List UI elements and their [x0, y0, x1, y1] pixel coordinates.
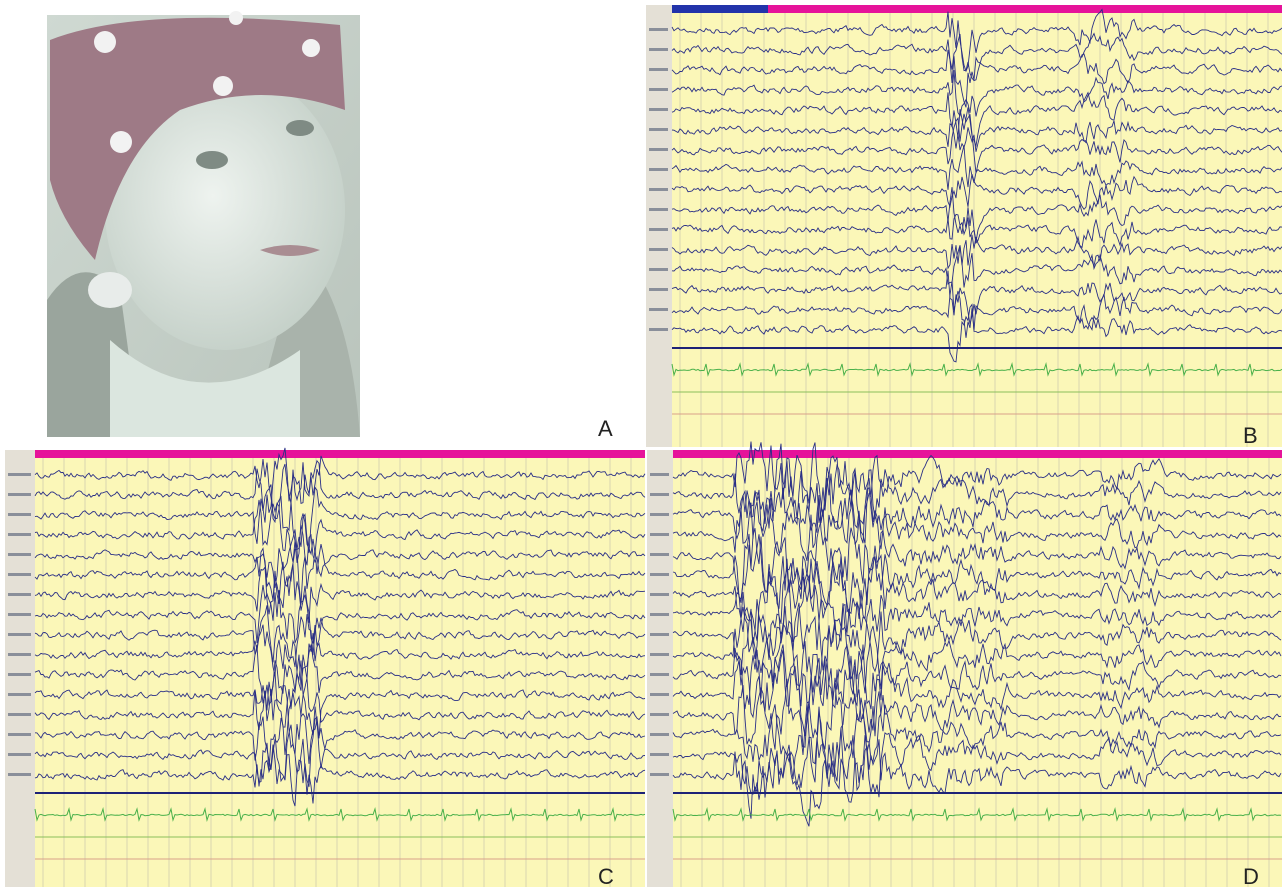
panel-label: D	[1243, 864, 1259, 887]
top-bar	[35, 450, 645, 458]
channel-label	[8, 473, 31, 476]
channel-label	[650, 653, 669, 656]
channel-label	[8, 673, 31, 676]
page: A B C D (() => { const data = JSON.parse…	[0, 0, 1282, 887]
channel-label	[650, 633, 669, 636]
channel-label	[8, 533, 31, 536]
channel-label	[650, 753, 669, 756]
panel-label: A	[598, 416, 613, 441]
channel-label	[650, 573, 669, 576]
channel-label	[649, 288, 668, 291]
channel-label	[649, 188, 668, 191]
top-bar	[673, 450, 1282, 458]
channel-label	[8, 613, 31, 616]
figure: A B C D	[0, 0, 1282, 887]
channel-label	[650, 513, 669, 516]
channel-label	[649, 28, 668, 31]
channel-label	[8, 633, 31, 636]
channel-label	[650, 593, 669, 596]
channel-label	[8, 773, 31, 776]
channel-label	[649, 88, 668, 91]
channel-label	[8, 513, 31, 516]
channel-label	[8, 693, 31, 696]
channel-label	[649, 108, 668, 111]
label-column	[646, 5, 672, 447]
channel-label	[650, 693, 669, 696]
eeg-panel	[5, 448, 645, 887]
channel-label	[649, 308, 668, 311]
channel-label	[649, 48, 668, 51]
panel-label: C	[598, 864, 614, 887]
channel-label	[8, 753, 31, 756]
channel-label	[649, 228, 668, 231]
channel-label	[649, 208, 668, 211]
channel-label	[649, 168, 668, 171]
eeg-panel	[647, 442, 1282, 887]
panel-label: B	[1243, 423, 1258, 448]
channel-label	[650, 733, 669, 736]
channel-label	[650, 673, 669, 676]
channel-label	[650, 713, 669, 716]
eeg-panel	[646, 5, 1282, 447]
channel-label	[8, 573, 31, 576]
channel-label	[649, 248, 668, 251]
channel-label	[650, 773, 669, 776]
top-bar-marker	[672, 5, 768, 13]
channel-label	[649, 268, 668, 271]
channel-label	[8, 553, 31, 556]
channel-label	[8, 493, 31, 496]
channel-label	[650, 473, 669, 476]
channel-label	[8, 593, 31, 596]
channel-label	[8, 733, 31, 736]
channel-label	[650, 553, 669, 556]
channel-label	[8, 653, 31, 656]
channel-label	[8, 713, 31, 716]
photo	[47, 11, 360, 437]
channel-label	[649, 128, 668, 131]
channel-label	[650, 493, 669, 496]
channel-label	[649, 148, 668, 151]
channel-label	[650, 613, 669, 616]
channel-label	[649, 328, 668, 331]
channel-label	[650, 533, 669, 536]
channel-label	[649, 68, 668, 71]
